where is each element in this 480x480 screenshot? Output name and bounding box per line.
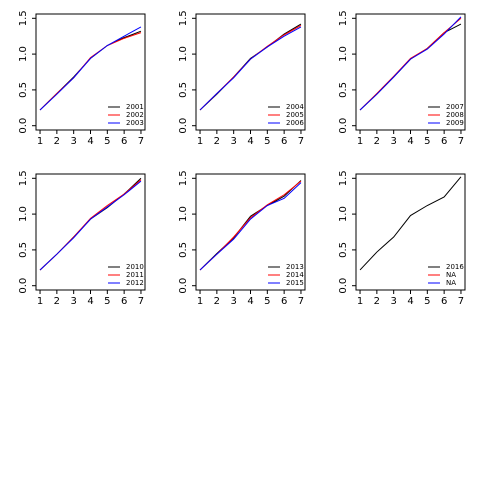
series-line [199, 180, 302, 271]
x-tick-label: 2 [54, 296, 60, 307]
y-tick-label: 1.0 [178, 206, 189, 222]
x-tick-label: 6 [281, 296, 287, 307]
series-line [39, 32, 142, 111]
legend-label: 2008 [446, 111, 464, 119]
x-tick-label: 7 [138, 136, 144, 147]
x-tick-label: 5 [424, 136, 430, 147]
legend-label: 2009 [446, 119, 464, 127]
x-tick-label: 5 [104, 296, 110, 307]
y-tick-label: 0.0 [18, 278, 29, 294]
y-tick-label: 0.5 [338, 242, 349, 258]
x-tick-label: 4 [247, 136, 253, 147]
y-tick-label: 0.0 [338, 118, 349, 134]
x-tick-label: 5 [264, 136, 270, 147]
y-tick-label: 1.0 [338, 206, 349, 222]
x-tick-label: 3 [230, 136, 236, 147]
x-tick-label: 6 [441, 296, 447, 307]
series-line [199, 23, 302, 111]
x-tick-label: 3 [230, 296, 236, 307]
y-tick-label: 0.5 [18, 82, 29, 98]
x-tick-label: 1 [357, 136, 363, 147]
series-line [39, 180, 142, 271]
series-line [359, 176, 462, 271]
y-tick-label: 0.0 [18, 118, 29, 134]
series-line [359, 17, 462, 111]
x-tick-label: 1 [37, 296, 43, 307]
x-tick-label: 6 [441, 136, 447, 147]
x-tick-label: 1 [197, 136, 203, 147]
y-tick-label: 1.5 [338, 10, 349, 26]
x-tick-label: 7 [138, 296, 144, 307]
legend-label: 2016 [446, 263, 464, 271]
x-tick-label: 4 [407, 296, 413, 307]
y-tick-label: 0.5 [178, 242, 189, 258]
x-tick-label: 7 [458, 136, 464, 147]
legend-label: NA [446, 271, 456, 279]
legend-label: 2004 [286, 103, 304, 111]
legend-label: 2006 [286, 119, 304, 127]
legend-label: 2014 [286, 271, 304, 279]
x-tick-label: 4 [407, 136, 413, 147]
y-tick-label: 1.0 [18, 46, 29, 62]
legend-label: 2015 [286, 279, 304, 287]
x-tick-label: 7 [298, 136, 304, 147]
legend-label: 2005 [286, 111, 304, 119]
y-tick-label: 0.5 [178, 82, 189, 98]
x-tick-label: 3 [390, 136, 396, 147]
y-tick-label: 1.0 [18, 206, 29, 222]
legend-label: NA [446, 279, 456, 287]
y-tick-label: 0.5 [338, 82, 349, 98]
x-tick-label: 3 [390, 296, 396, 307]
legend-label: 2012 [126, 279, 144, 287]
series-line [199, 182, 302, 271]
x-tick-label: 2 [374, 136, 380, 147]
y-tick-label: 1.0 [178, 46, 189, 62]
x-tick-label: 1 [197, 296, 203, 307]
x-tick-label: 2 [54, 136, 60, 147]
series-line [39, 26, 142, 111]
x-tick-label: 1 [357, 296, 363, 307]
x-tick-label: 7 [458, 296, 464, 307]
x-tick-label: 2 [374, 296, 380, 307]
x-tick-label: 2 [214, 296, 220, 307]
legend-label: 2002 [126, 111, 144, 119]
x-tick-label: 5 [264, 296, 270, 307]
y-tick-label: 1.5 [338, 170, 349, 186]
x-tick-label: 6 [121, 136, 127, 147]
legend-label: 2001 [126, 103, 144, 111]
y-tick-label: 0.5 [18, 242, 29, 258]
y-tick-label: 1.5 [18, 170, 29, 186]
legend-label: 2007 [446, 103, 464, 111]
y-tick-label: 1.5 [178, 170, 189, 186]
x-tick-label: 4 [87, 296, 93, 307]
y-tick-label: 0.0 [178, 118, 189, 134]
y-tick-label: 1.5 [18, 10, 29, 26]
y-tick-label: 1.5 [178, 10, 189, 26]
y-tick-label: 0.0 [178, 278, 189, 294]
x-tick-label: 7 [298, 296, 304, 307]
series-line [199, 26, 302, 111]
x-tick-label: 4 [87, 136, 93, 147]
x-tick-label: 3 [70, 296, 76, 307]
legend-label: 2013 [286, 263, 304, 271]
x-tick-label: 6 [121, 296, 127, 307]
series-line [359, 16, 462, 111]
y-tick-label: 1.0 [338, 46, 349, 62]
x-tick-label: 1 [37, 136, 43, 147]
y-tick-label: 0.0 [338, 278, 349, 294]
x-tick-label: 2 [214, 136, 220, 147]
legend-label: 2003 [126, 119, 144, 127]
x-tick-label: 3 [70, 136, 76, 147]
legend-label: 2010 [126, 263, 144, 271]
x-tick-label: 5 [424, 296, 430, 307]
x-tick-label: 6 [281, 136, 287, 147]
x-tick-label: 4 [247, 296, 253, 307]
x-tick-label: 5 [104, 136, 110, 147]
legend-label: 2011 [126, 271, 144, 279]
